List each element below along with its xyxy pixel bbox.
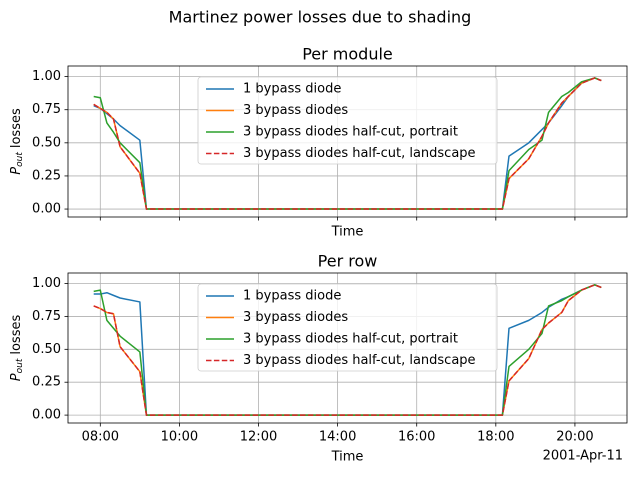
y-label-subscript: out	[15, 152, 25, 167]
x-axis-label: Time	[331, 225, 364, 240]
legend-label: 1 bypass diode	[243, 289, 341, 304]
series-line	[93, 284, 602, 416]
legend-label: 3 bypass diodes half-cut, portrait	[243, 332, 458, 347]
series-line	[93, 77, 602, 210]
series-line	[93, 284, 602, 416]
y-label-symbol: P	[9, 373, 24, 381]
figure-title: Martinez power losses due to shading	[169, 8, 472, 27]
y-label-text: losses	[9, 315, 24, 355]
x-tick-label: 10:00	[161, 430, 198, 445]
y-axis-label: Pout losses	[9, 315, 25, 382]
legend-label: 3 bypass diodes	[243, 103, 348, 118]
y-tick-label: 0.25	[32, 375, 61, 390]
legend-label: 3 bypass diodes half-cut, landscape	[243, 146, 476, 161]
series-line	[93, 77, 602, 210]
y-label-subscript: out	[15, 358, 25, 373]
legend-label: 1 bypass diode	[243, 82, 341, 97]
axes-frame	[67, 272, 628, 424]
y-tick-label: 0.50	[32, 135, 61, 150]
y-tick-label: 0.25	[32, 168, 61, 183]
y-axis-label: Pout losses	[9, 108, 25, 175]
legend-box	[197, 283, 498, 372]
x-tick-label: 14:00	[319, 430, 356, 445]
y-tick-label: 0.75	[32, 309, 61, 324]
axes-title: Per module	[302, 45, 393, 64]
axes-frame	[67, 65, 628, 218]
legend-label: 3 bypass diodes half-cut, portrait	[243, 125, 458, 140]
y-tick-label: 0.00	[32, 408, 61, 423]
date-offset-label: 2001-Apr-11	[543, 449, 623, 464]
y-tick-label: 0.00	[32, 202, 61, 217]
legend-label: 3 bypass diodes	[243, 310, 348, 325]
axes-title: Per row	[318, 252, 378, 271]
y-tick-label: 1.00	[32, 69, 61, 84]
x-tick-label: 08:00	[82, 430, 119, 445]
y-tick-label: 0.75	[32, 102, 61, 117]
x-tick-label: 12:00	[240, 430, 277, 445]
legend-box	[197, 76, 498, 165]
y-tick-label: 1.00	[32, 276, 61, 291]
x-tick-label: 18:00	[477, 430, 514, 445]
x-tick-label: 20:00	[556, 430, 593, 445]
y-tick-label: 0.50	[32, 342, 61, 357]
y-label-symbol: P	[9, 167, 24, 175]
x-tick-label: 16:00	[398, 430, 435, 445]
y-label-text: losses	[9, 108, 24, 148]
x-axis-label: Time	[331, 450, 364, 465]
legend-label: 3 bypass diodes half-cut, landscape	[243, 353, 476, 368]
